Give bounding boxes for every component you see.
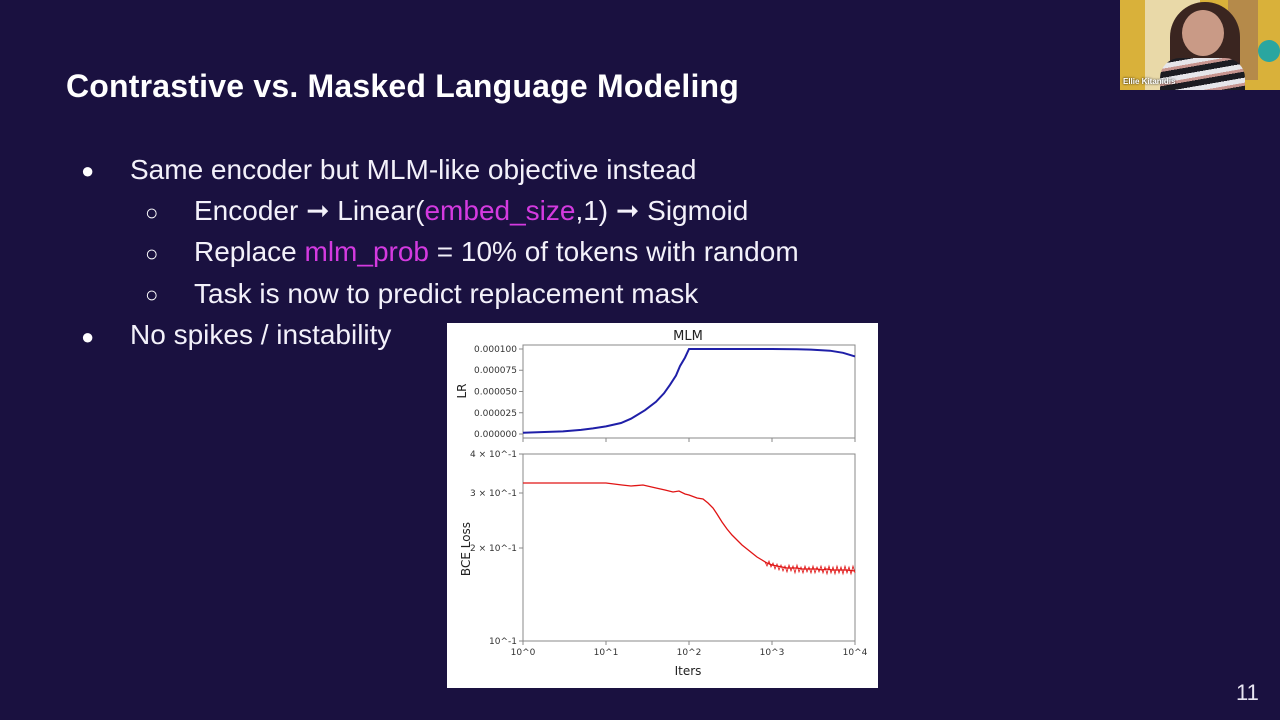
svg-text:0.000100: 0.000100 [474,345,517,355]
bullet-text: = 10% of tokens with random [429,236,799,267]
svg-text:10^0: 10^0 [511,648,536,658]
participant-image [1160,58,1245,90]
bullet-item: Same encoder but MLM-like objective inst… [130,153,697,187]
lr-y-label: LR [455,383,469,398]
svg-text:0.000075: 0.000075 [474,366,517,376]
bullet-text: No spikes / instability [130,319,392,350]
bullet-text: Same encoder but MLM-like objective inst… [130,154,697,185]
bullet-text: Replace [194,236,305,267]
svg-text:10^4: 10^4 [843,648,868,658]
lr-x-ticks [522,438,856,442]
hollow-bullet-icon: ○ [145,200,159,225]
svg-text:0.000025: 0.000025 [474,409,517,419]
filled-bullet-icon: ● [81,324,95,349]
bullet-text: ,1) ➞ Sigmoid [575,195,749,226]
svg-text:4 × 10^-1: 4 × 10^-1 [470,450,517,460]
svg-text:0.000050: 0.000050 [474,388,517,398]
svg-text:0.000000: 0.000000 [474,430,517,440]
code-highlight: mlm_prob [304,236,429,267]
svg-text:3 × 10^-1: 3 × 10^-1 [470,489,517,499]
slide-title: Contrastive vs. Masked Language Modeling [66,68,740,104]
bullet-text: Task is now to predict replacement mask [194,278,699,309]
participant-image [1182,10,1224,56]
chart-title: MLM [673,329,703,344]
sub-bullet-item: Task is now to predict replacement mask [194,277,698,311]
lr-y-ticks: 0.000100 0.000075 0.000050 0.000025 0.00… [474,345,523,440]
loss-y-ticks: 4 × 10^-1 3 × 10^-1 2 × 10^-1 10^-1 [470,450,523,647]
bullet-text: Encoder ➞ Linear( [194,195,425,226]
loss-x-ticks [522,641,856,645]
loss-x-tick-labels: 10^0 10^1 10^2 10^3 10^4 [511,648,868,658]
bullet-item: No spikes / instability [130,318,391,352]
participant-name: Ellie Kitanidis [1123,77,1176,86]
filled-bullet-icon: ● [81,158,95,183]
loss-curve [523,482,856,572]
svg-text:2 × 10^-1: 2 × 10^-1 [470,544,517,554]
code-highlight: embed_size [424,195,576,226]
sub-bullet-item: Encoder ➞ Linear(embed_size,1) ➞ Sigmoid [194,194,748,228]
svg-text:10^2: 10^2 [677,648,702,658]
loss-axes-frame [522,453,856,642]
hollow-bullet-icon: ○ [145,282,159,307]
loss-y-label: BCE Loss [459,522,473,576]
hollow-bullet-icon: ○ [145,241,159,266]
svg-text:10^3: 10^3 [760,648,785,658]
lr-axes-frame [522,344,856,439]
participant-video-tile[interactable]: Ellie Kitanidis [1120,0,1280,90]
page-number: 11 [1236,680,1259,705]
svg-text:10^1: 10^1 [594,648,619,658]
sub-bullet-item: Replace mlm_prob = 10% of tokens with ra… [194,235,799,269]
training-curves-figure: MLM 0.000100 0.000075 0.000050 0.000025 … [447,323,878,688]
loss-x-label: Iters [675,664,702,678]
loss-noise [764,559,856,576]
svg-text:10^-1: 10^-1 [489,637,517,647]
video-background [1258,40,1280,62]
lr-curve [522,348,856,434]
